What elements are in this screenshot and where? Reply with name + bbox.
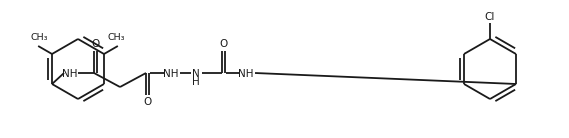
Text: NH: NH xyxy=(163,69,179,79)
Text: O: O xyxy=(220,39,228,49)
Text: CH₃: CH₃ xyxy=(107,33,125,42)
Text: O: O xyxy=(92,39,100,49)
Text: H: H xyxy=(192,77,200,87)
Text: CH₃: CH₃ xyxy=(30,33,48,42)
Text: O: O xyxy=(143,97,152,107)
Text: NH: NH xyxy=(238,69,254,79)
Text: N: N xyxy=(192,69,200,79)
Text: Cl: Cl xyxy=(485,12,495,22)
Text: NH: NH xyxy=(62,69,78,79)
